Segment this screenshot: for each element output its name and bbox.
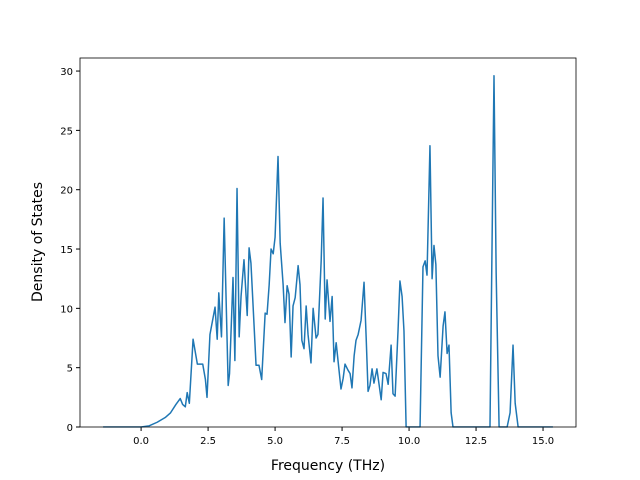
y-tick-label: 0 [67,423,73,434]
plot-frame [79,57,577,428]
y-tick-label: 30 [60,67,73,78]
x-tick-label: 5.0 [267,436,283,447]
y-tick-label: 20 [60,186,73,197]
x-tick-label: 2.5 [200,436,216,447]
x-tick-label: 15.0 [532,436,554,447]
x-axis-label: Frequency (THz) [271,458,385,474]
line [103,76,553,427]
x-tick-label: 0.0 [133,436,149,447]
y-axis-label: Density of States [30,182,46,302]
x-tick-label: 10.0 [398,436,420,447]
x-tick-label: 12.5 [465,436,487,447]
x-tick-label: 7.5 [334,436,350,447]
y-tick-label: 10 [60,304,73,315]
y-tick-label: 15 [60,245,73,256]
y-tick-label: 5 [67,364,73,375]
y-tick-label: 25 [60,126,73,137]
